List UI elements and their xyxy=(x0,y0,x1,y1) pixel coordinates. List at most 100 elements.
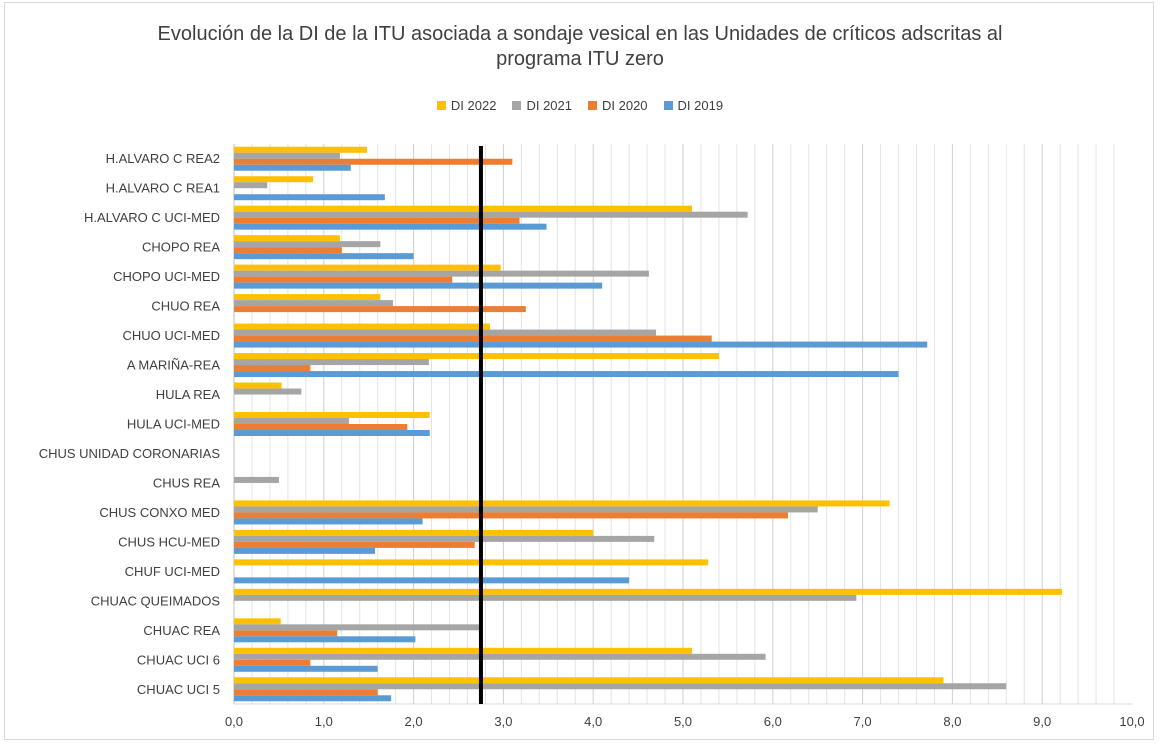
x-tick-label: 10,0 xyxy=(1119,714,1144,729)
chart-title-line-2: programa ITU zero xyxy=(496,48,664,70)
bar-di-2021-chus-hcu-med xyxy=(234,535,655,542)
legend-item-di-2022: DI 2022 xyxy=(436,98,497,113)
bar-di-2022-hula-rea xyxy=(234,382,282,389)
bar-di-2019-chuac-rea xyxy=(234,636,416,643)
bar-di-2019-a-mariña-rea xyxy=(234,371,899,378)
bar-di-2019-chuo-uci-med xyxy=(234,341,928,348)
category-label-chuac-queimados: CHUAC QUEIMADOS xyxy=(91,593,221,608)
bar-di-2022-chuo-rea xyxy=(234,294,381,301)
bar-di-2019-chus-hcu-med xyxy=(234,547,375,554)
category-label-chopo-rea: CHOPO REA xyxy=(142,240,220,255)
bar-di-2020-a-mariña-rea xyxy=(234,365,311,372)
legend-swatch xyxy=(588,101,597,110)
bar-di-2022-h-alvaro-c-rea2 xyxy=(234,146,367,153)
bar-di-2021-chopo-uci-med xyxy=(234,270,649,277)
bar-di-2019-chus-conxo-med xyxy=(234,518,423,525)
bar-di-2019-chuac-uci-6 xyxy=(234,665,378,672)
bar-di-2020-chopo-uci-med xyxy=(234,276,453,283)
category-label-chuac-uci-6: CHUAC UCI 6 xyxy=(137,652,220,667)
bar-di-2021-a-mariña-rea xyxy=(234,359,429,366)
bar-di-2019-h-alvaro-c-uci-med xyxy=(234,223,547,230)
x-tick-label: 7,0 xyxy=(854,714,872,729)
bar-di-2021-h-alvaro-c-rea2 xyxy=(234,152,340,159)
bar-di-2022-chuac-queimados xyxy=(234,588,1062,595)
bar-di-2021-hula-uci-med xyxy=(234,418,349,424)
bar-di-2020-chuac-rea xyxy=(234,630,338,637)
category-label-chuo-uci-med: CHUO UCI-MED xyxy=(123,328,221,343)
bar-di-2022-chuf-uci-med xyxy=(234,559,709,566)
x-tick-label: 8,0 xyxy=(943,714,961,729)
legend-label: DI 2022 xyxy=(450,98,497,113)
category-label-h-alvaro-c-uci-med: H.ALVARO C UCI-MED xyxy=(84,210,220,225)
bar-di-2021-hula-rea xyxy=(234,388,302,395)
bar-di-2019-h-alvaro-c-rea1 xyxy=(234,194,385,201)
x-tick-label: 0,0 xyxy=(225,714,243,729)
legend-item-di-2020: DI 2020 xyxy=(588,98,648,113)
x-tick-label: 3,0 xyxy=(494,714,512,729)
x-tick-label: 6,0 xyxy=(764,714,782,729)
category-label-chopo-uci-med: CHOPO UCI-MED xyxy=(113,269,220,284)
x-tick-label: 9,0 xyxy=(1033,714,1051,729)
bar-di-2021-chuac-rea xyxy=(234,624,480,631)
bar-di-2020-chuac-uci-5 xyxy=(234,689,378,696)
category-label-chuac-uci-5: CHUAC UCI 5 xyxy=(137,682,220,697)
legend-swatch xyxy=(663,101,673,110)
bar-di-2019-chopo-uci-med xyxy=(234,282,603,289)
bar-di-2022-chuac-rea xyxy=(234,618,281,625)
category-label-chus-unidad-coronarias: CHUS UNIDAD CORONARIAS xyxy=(39,446,221,461)
bar-di-2020-chus-hcu-med xyxy=(234,541,475,548)
legend-label: DI 2019 xyxy=(677,98,724,113)
legend-item-di-2021: DI 2021 xyxy=(512,98,572,113)
bar-di-2022-a-mariña-rea xyxy=(234,353,719,360)
x-tick-label: 4,0 xyxy=(584,714,602,729)
bar-di-2022-chuo-uci-med xyxy=(234,323,490,330)
bar-di-2022-chopo-rea xyxy=(234,235,340,242)
x-tick-label: 2,0 xyxy=(405,714,423,729)
category-label-chus-rea: CHUS REA xyxy=(153,475,221,490)
bar-di-2020-hula-uci-med xyxy=(234,424,408,430)
bar-di-2019-hula-uci-med xyxy=(234,430,430,436)
bar-di-2020-chopo-rea xyxy=(234,247,342,254)
bar-di-2020-h-alvaro-c-rea2 xyxy=(234,158,513,165)
bar-di-2022-h-alvaro-c-uci-med xyxy=(234,205,692,212)
chart-legend: DI 2022 DI 2021 DI 2020 DI 2019 xyxy=(0,98,1160,113)
x-tick-label: 5,0 xyxy=(674,714,692,729)
bar-di-2019-chuac-uci-5 xyxy=(234,695,392,702)
bar-di-2021-chus-rea xyxy=(234,476,279,483)
category-label-h-alvaro-c-rea2: H.ALVARO C REA2 xyxy=(106,151,220,166)
bar-di-2021-h-alvaro-c-uci-med xyxy=(234,211,748,218)
legend-label: DI 2021 xyxy=(526,98,572,113)
bar-di-2019-chuf-uci-med xyxy=(234,577,630,584)
bar-di-2022-chuac-uci-5 xyxy=(234,677,944,684)
legend-item-di-2019: DI 2019 xyxy=(663,98,724,113)
chart-title-line-1: Evolución de la DI de la ITU asociada a … xyxy=(157,23,1003,45)
legend-label: DI 2020 xyxy=(602,98,648,113)
category-label-chuf-uci-med: CHUF UCI-MED xyxy=(125,564,220,579)
bar-di-2021-chuac-uci-5 xyxy=(234,683,1007,690)
bar-di-2021-chuo-uci-med xyxy=(234,329,657,336)
bar-di-2021-chuac-uci-6 xyxy=(234,653,766,660)
bar-di-2020-chuo-uci-med xyxy=(234,335,712,342)
bar-di-2020-chuac-uci-6 xyxy=(234,659,311,666)
chart-frame xyxy=(4,2,1154,740)
bar-di-2021-chuac-queimados xyxy=(234,594,857,601)
bar-di-2022-chus-conxo-med xyxy=(234,500,890,507)
legend-swatch xyxy=(512,101,522,110)
bar-di-2021-chuo-rea xyxy=(234,300,393,307)
bar-di-2019-h-alvaro-c-rea2 xyxy=(234,164,351,171)
bar-di-2020-chus-conxo-med xyxy=(234,512,789,519)
bar-di-2021-chus-conxo-med xyxy=(234,506,818,513)
bar-di-2022-chus-hcu-med xyxy=(234,529,594,536)
category-label-hula-rea: HULA REA xyxy=(156,387,221,402)
category-label-chus-conxo-med: CHUS CONXO MED xyxy=(99,505,220,520)
category-label-a-mariña-rea: A MARIÑA-REA xyxy=(127,358,221,373)
bar-di-2020-chuo-rea xyxy=(234,306,526,313)
category-label-chuo-rea: CHUO REA xyxy=(151,299,220,314)
bar-di-2022-chopo-uci-med xyxy=(234,264,501,271)
x-tick-label: 1,0 xyxy=(315,714,333,729)
category-label-chus-hcu-med: CHUS HCU-MED xyxy=(118,534,220,549)
bar-di-2022-hula-uci-med xyxy=(234,412,430,418)
category-label-h-alvaro-c-rea1: H.ALVARO C REA1 xyxy=(106,181,220,196)
bar-di-2022-h-alvaro-c-rea1 xyxy=(234,176,314,183)
